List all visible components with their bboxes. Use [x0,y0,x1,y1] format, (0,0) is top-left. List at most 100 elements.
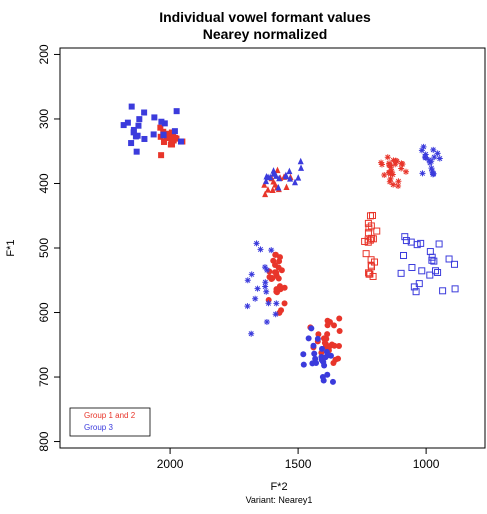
data-point [388,168,395,175]
data-point [392,161,399,168]
data-point [130,126,137,133]
data-point [402,168,409,175]
data-point [163,135,170,142]
data-point [436,155,443,162]
data-point [151,114,158,121]
data-point [312,355,319,362]
data-point [434,268,442,276]
data-point [270,167,277,174]
y-tick-label: 500 [37,238,51,258]
data-point [160,132,167,139]
data-point [141,109,148,116]
data-point [314,335,321,342]
data-point [378,161,385,168]
data-point [386,160,393,167]
data-point [272,262,279,269]
data-point [319,345,326,352]
data-point [395,183,402,189]
data-point [120,122,127,129]
data-point [268,247,275,254]
data-point [435,240,443,248]
data-point [136,116,143,123]
data-point [135,122,142,129]
data-point [324,331,331,338]
data-point [124,119,131,126]
data-point [254,285,261,292]
data-point [378,159,385,166]
data-point [309,360,316,367]
data-point [128,103,135,110]
data-point [305,335,312,342]
data-point [390,157,397,164]
data-point [386,169,393,176]
y-tick-label: 400 [37,173,51,193]
data-point [248,271,255,278]
data-point [310,342,317,349]
data-point [428,165,435,172]
data-point [365,224,373,232]
data-point [158,152,165,159]
y-tick-label: 700 [37,367,51,387]
data-point [430,170,437,177]
data-point [439,287,447,295]
data-point [445,255,453,263]
data-point [262,190,269,198]
data-point [384,154,391,161]
data-point [273,269,280,276]
data-point [430,257,438,265]
data-point [395,178,402,185]
data-point [422,151,429,158]
data-point [412,288,420,296]
data-point [364,219,372,227]
x-tick-label: 2000 [157,457,184,471]
data-point [450,260,458,268]
data-point [272,311,279,318]
data-point [365,270,373,278]
data-point [150,131,157,138]
data-point [426,248,434,256]
data-point [164,130,171,137]
data-point [426,271,434,279]
data-point [393,158,400,165]
data-point [331,342,338,349]
legend-entry-group-3: Group 3 [84,423,113,432]
data-point [407,238,415,246]
data-point [133,148,140,155]
data-point [134,132,141,139]
data-point [272,181,279,188]
data-point [429,167,436,174]
data-point [422,154,429,161]
data-point [366,236,374,244]
data-point [282,171,289,179]
data-point [269,186,276,194]
data-point [161,120,168,127]
data-point [295,174,302,181]
data-point [275,275,282,282]
data-point [262,279,269,286]
x-axis: 2000 1500 1000 [157,448,440,471]
legend-box [69,407,151,437]
data-point [324,371,331,378]
data-point [291,178,298,186]
data-point [336,327,343,334]
data-points [120,103,459,385]
data-point [263,288,270,295]
data-point [308,325,315,332]
data-point [272,251,279,258]
data-point [275,183,282,191]
data-point [158,118,165,125]
x-tick-label: 1000 [413,457,440,471]
data-point [319,374,326,381]
data-point [324,322,331,329]
data-point [330,360,337,367]
data-point [262,283,269,290]
y-axis: 200 300 400 500 600 700 800 [37,44,60,452]
chart-footnote: Variant: Nearey1 [246,495,313,505]
data-point [261,181,268,188]
data-point [402,237,410,245]
data-point [371,258,379,266]
data-point [252,295,259,302]
data-point [265,300,272,307]
data-point [322,354,329,361]
